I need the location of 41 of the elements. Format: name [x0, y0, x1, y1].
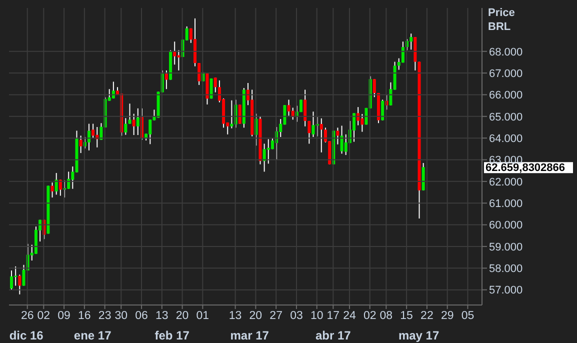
x-tick-label: 02: [363, 310, 376, 322]
x-tick-label: 09: [58, 310, 70, 322]
y-tick-label: 58.000: [489, 263, 523, 276]
x-tick-label: 22: [420, 310, 434, 322]
y-tick-label: 57.000: [489, 284, 523, 297]
y-tick-label: 60.000: [489, 220, 523, 232]
x-tick-label: 29: [440, 310, 454, 322]
text: dic 16: [9, 328, 44, 343]
x-tick-label: 13: [228, 310, 242, 322]
text: may 17: [398, 328, 440, 343]
x-tick-label: 15: [400, 310, 413, 322]
x-tick-label: 05: [461, 310, 474, 322]
x-tick-label: 26: [20, 310, 34, 322]
x-tick-label: 01: [196, 310, 210, 322]
x-tick-label: 13: [156, 310, 168, 322]
y-tick-label: 68.000: [489, 46, 523, 58]
text: abr 17: [315, 328, 352, 343]
x-tick-label: 20: [176, 310, 189, 322]
y-tick-label: 66.000: [489, 90, 523, 102]
x-tick-label: 30: [114, 310, 128, 322]
x-tick-label: 03: [290, 310, 303, 322]
x-tick-label: 06: [135, 310, 148, 322]
y-tick-label: 65.000: [489, 111, 523, 124]
y-tick-label: 67.000: [489, 68, 523, 80]
text: ene 17: [74, 328, 112, 343]
x-tick-label: 23: [98, 310, 112, 322]
x-tick-label: 10: [310, 310, 324, 322]
x-tick-label: 24: [343, 310, 356, 322]
x-tick-label: 17: [326, 310, 340, 322]
x-tick-label: 02: [37, 310, 50, 322]
x-tick-label: 16: [78, 310, 91, 322]
text: mar 17: [230, 328, 270, 343]
y-tick-label: 62.000: [489, 176, 523, 188]
x-tick-label: 08: [380, 310, 393, 322]
y-axis-title: Price BRL: [488, 7, 515, 33]
x-tick-label: 20: [249, 310, 262, 322]
y-tick-label: 59.000: [489, 241, 523, 254]
text: feb 17: [154, 328, 190, 343]
x-tick-label: 27: [270, 310, 282, 322]
y-tick-label: 64.000: [489, 132, 523, 145]
y-tick-label: 61.000: [489, 198, 523, 210]
